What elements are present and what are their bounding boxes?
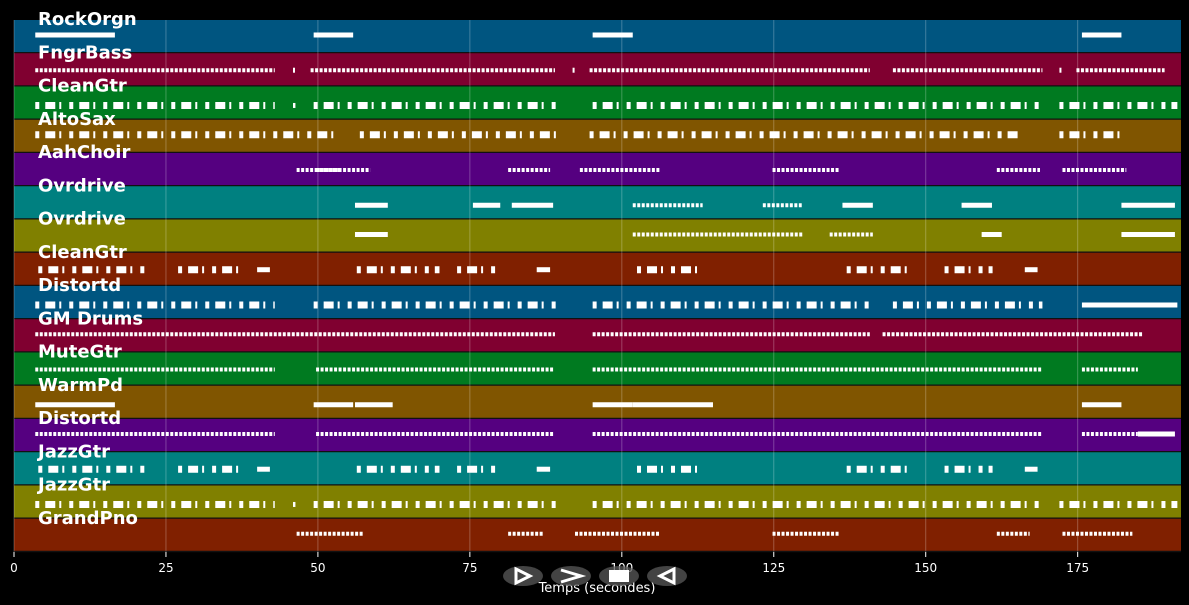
track-label: FngrBass (38, 42, 132, 63)
rewind-button[interactable] (503, 566, 543, 586)
track-label: AahChoir (38, 142, 130, 163)
track-label: JazzGtr (36, 441, 110, 462)
x-tick-label: 175 (1066, 561, 1089, 575)
x-tick-label: 150 (914, 561, 937, 575)
x-tick-label: 50 (310, 561, 325, 575)
x-tick-label: 0 (10, 561, 18, 575)
track-label: CleanGtr (38, 76, 127, 97)
x-axis-label: Temps (secondes) (538, 581, 656, 596)
back-button[interactable] (647, 566, 687, 586)
track-label: JazzGtr (36, 475, 110, 496)
x-tick-label: 125 (762, 561, 785, 575)
track-band (14, 153, 1181, 186)
play-button[interactable] (551, 566, 591, 586)
track-label: GrandPno (38, 508, 138, 529)
track-band (14, 518, 1181, 551)
track-label: Ovrdrive (38, 209, 126, 230)
x-tick-label: 25 (158, 561, 173, 575)
track-label: AltoSax (38, 109, 116, 130)
track-label: GM Drums (38, 308, 143, 329)
track-label: CleanGtr (38, 242, 127, 263)
track-label: Distortd (38, 408, 121, 429)
stop-button[interactable] (599, 566, 639, 586)
track-band (14, 385, 1181, 418)
track-label: Ovrdrive (38, 175, 126, 196)
track-label: Distortd (38, 275, 121, 296)
track-label: MuteGtr (38, 342, 122, 363)
reverse-icon (656, 566, 676, 586)
track-band (14, 219, 1181, 252)
play-start-icon (514, 566, 534, 586)
track-band (14, 252, 1181, 285)
play-icon (560, 568, 587, 584)
track-band (14, 186, 1181, 219)
stop-icon (609, 570, 629, 582)
track-band (14, 452, 1181, 485)
x-tick-label: 75 (462, 561, 477, 575)
track-label: RockOrgn (38, 9, 137, 30)
track-label: WarmPd (38, 375, 123, 396)
